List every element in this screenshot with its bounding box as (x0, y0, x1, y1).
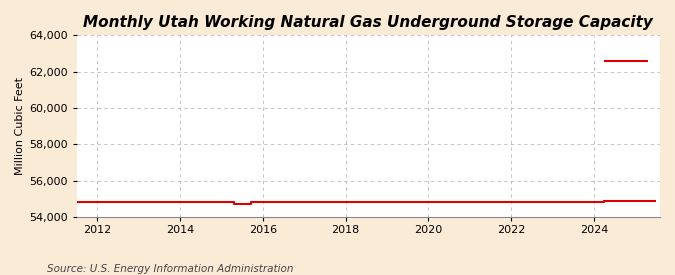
Y-axis label: Million Cubic Feet: Million Cubic Feet (15, 77, 25, 175)
Title: Monthly Utah Working Natural Gas Underground Storage Capacity: Monthly Utah Working Natural Gas Undergr… (84, 15, 653, 30)
Text: Source: U.S. Energy Information Administration: Source: U.S. Energy Information Administ… (47, 264, 294, 274)
